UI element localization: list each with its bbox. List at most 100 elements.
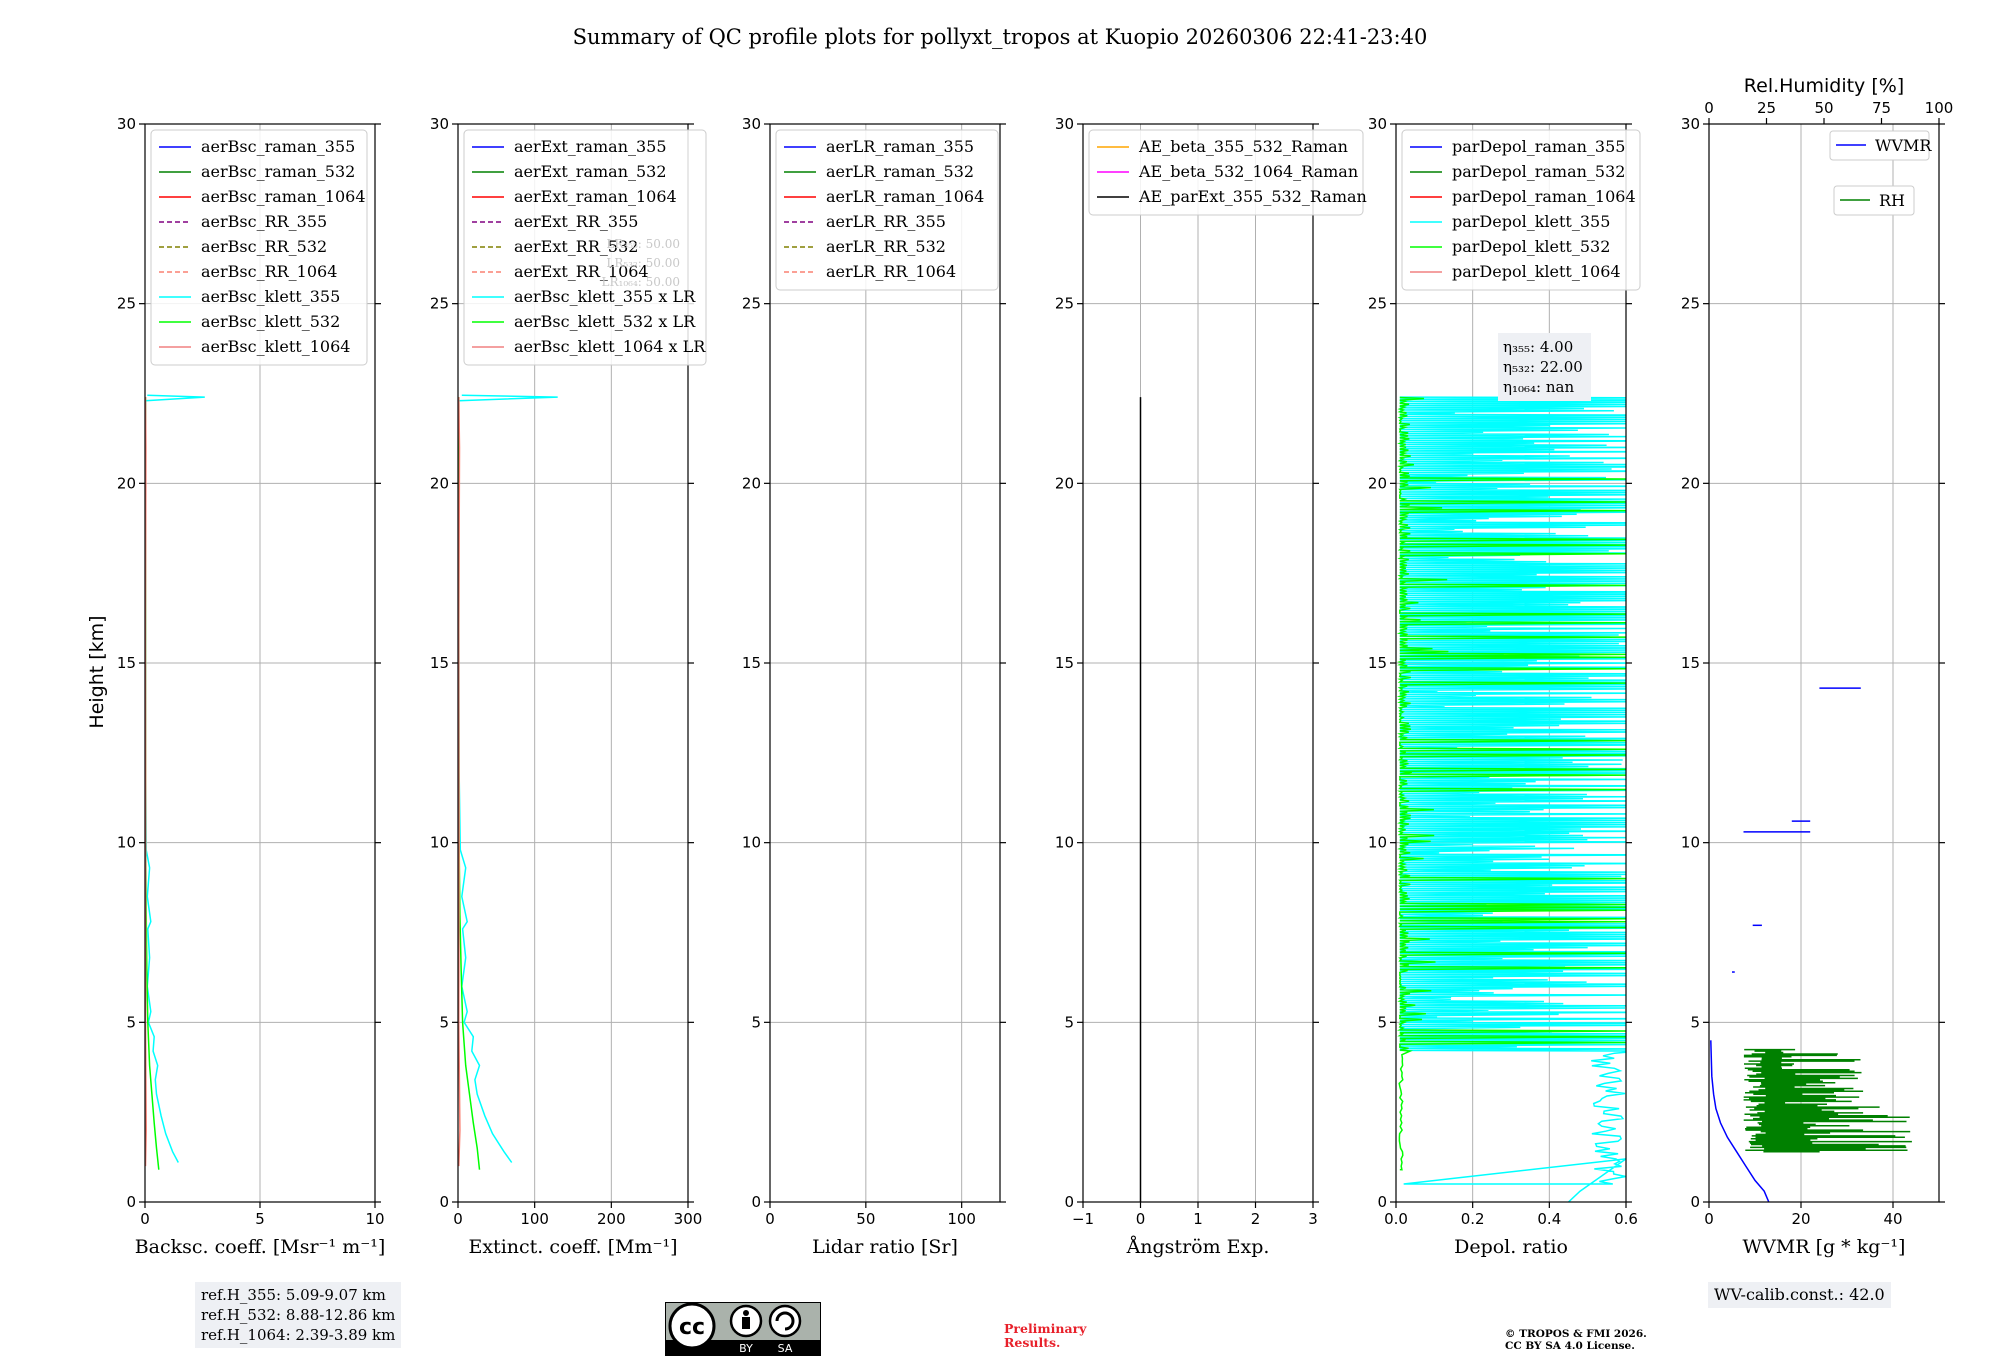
data-bsc [145, 394, 205, 1170]
y-tick-label: 15 [1681, 654, 1700, 672]
cc-by-label: BY [739, 1342, 753, 1355]
y-tick-label: 10 [1681, 834, 1700, 852]
legend-item: aerLR_raman_532 [826, 162, 974, 181]
legend-item: aerExt_raman_1064 [514, 187, 677, 206]
series-aerBsc_klett_1064 x LR [458, 397, 461, 1167]
y-tick-label: 25 [1681, 295, 1700, 313]
series-aerBsc_klett_355 x LR [458, 394, 558, 1163]
legend-wv: WVMR RH [1829, 130, 1932, 216]
x-axis-label: Depol. ratio [1454, 1236, 1568, 1258]
wv-calib-text: WV-calib.const.: 42.0 [1714, 1285, 1885, 1304]
x-tick-label: 3 [1308, 1210, 1318, 1228]
data-wv [1710, 687, 1912, 1202]
y-tick-label: 15 [117, 654, 136, 672]
legend-item: AE_beta_355_532_Raman [1138, 137, 1348, 156]
series-aerBsc_klett_1064 [145, 397, 147, 1167]
legend-item: parDepol_raman_355 [1452, 137, 1625, 156]
series-WVMR [1710, 1040, 1770, 1202]
legend-frame [1829, 130, 1930, 161]
y-tick-label: 20 [742, 474, 761, 492]
legend-item: WVMR [1875, 136, 1932, 155]
data-depol [1396, 396, 1626, 1202]
y-tick-label: 5 [751, 1013, 761, 1031]
ref-h-532: ref.H_532: 8.88-12.86 km [201, 1306, 396, 1324]
legend-item: aerLR_RR_355 [826, 212, 946, 231]
x-tick-label: 0 [453, 1210, 463, 1228]
y-tick-label: 30 [742, 115, 761, 133]
legend-item: aerExt_RR_1064 [514, 262, 649, 281]
eta-annotation: η₃₅₅: 4.00 η₅₃₂: 22.00 η₁₀₆₄: nan [1498, 333, 1591, 401]
y-tick-label: 15 [1055, 654, 1074, 672]
y-axis-label: Height [km] [86, 615, 108, 728]
legend-item: parDepol_klett_532 [1452, 237, 1610, 256]
x-tick-label: −1 [1072, 1210, 1094, 1228]
x-tick-label: 0.0 [1384, 1210, 1408, 1228]
legend-item: aerBsc_raman_1064 [201, 187, 366, 206]
y-tick-label: 5 [1377, 1013, 1387, 1031]
legend-lr: aerLR_raman_355 aerLR_raman_532 aerLR_rama… [775, 129, 999, 291]
wv-calib-box: WV-calib.const.: 42.0 [1708, 1282, 1891, 1308]
series-aerBsc_klett_532 x LR [458, 397, 481, 1170]
y-tick-label: 5 [1064, 1013, 1074, 1031]
y-tick-label: 15 [430, 654, 449, 672]
legend-item: aerExt_raman_532 [514, 162, 667, 181]
legend-item: aerExt_RR_355 [514, 212, 638, 231]
legend-item: parDepol_klett_1064 [1452, 262, 1621, 281]
eta-line: η₃₅₅: 4.00 [1503, 338, 1573, 356]
legend-item: aerLR_raman_355 [826, 137, 974, 156]
ref-h-355: ref.H_355: 5.09-9.07 km [201, 1286, 386, 1304]
y-tick-label: 0 [439, 1193, 449, 1211]
x-tick-label: 0.6 [1614, 1210, 1638, 1228]
x-tick-label: 5 [255, 1210, 265, 1228]
series-parDepol_klett_532 [1396, 396, 1626, 1171]
top-axis-label: Rel.Humidity [%] [1744, 75, 1904, 97]
legend-item: aerBsc_klett_532 [201, 312, 340, 331]
copyright-note: © TROPOS & FMI 2026. CC BY SA 4.0 Licens… [1505, 1328, 1647, 1352]
legend-item: aerExt_RR_532 [514, 237, 638, 256]
y-tick-label: 20 [430, 474, 449, 492]
x-axis-label: Extinct. coeff. [Mm⁻¹] [468, 1236, 677, 1258]
y-tick-label: 0 [1064, 1193, 1074, 1211]
y-tick-label: 20 [117, 474, 136, 492]
x-tick-label: 100 [520, 1210, 549, 1228]
legend-item: parDepol_raman_1064 [1452, 187, 1636, 206]
x-tick-label: 20 [1791, 1210, 1810, 1228]
data-ext [458, 394, 558, 1170]
x-axis-label: Lidar ratio [Sr] [812, 1236, 958, 1258]
cc-license-badge: cc BY SA [665, 1302, 821, 1356]
x-axis-label: Backsc. coeff. [Msr⁻¹ m⁻¹] [135, 1236, 386, 1258]
eta-line: η₅₃₂: 22.00 [1503, 358, 1583, 376]
y-tick-label: 0 [1690, 1193, 1700, 1211]
y-tick-label: 0 [751, 1193, 761, 1211]
panel-depol: 0 5 10 15 20 25 30 0.0 0.2 0.4 0.6 Depol. ratio parD… [1368, 115, 1641, 1258]
x-tick-label: 50 [856, 1210, 875, 1228]
legend-item: aerLR_RR_1064 [826, 262, 956, 281]
top-tick-label: 0 [1704, 99, 1714, 117]
lr-annotation: LR₅₃₂: 50.00 [606, 256, 680, 270]
legend-bsc: aerBsc_raman_355 aerBsc_raman_532 aerBsc_r… [150, 129, 368, 366]
reference-height-box: ref.H_355: 5.09-9.07 km ref.H_532: 8.88-… [195, 1282, 402, 1348]
top-tick-label: 100 [1925, 99, 1954, 117]
top-tick-label: 25 [1757, 99, 1776, 117]
legend-frame [1833, 185, 1915, 216]
ref-h-1064: ref.H_1064: 2.39-3.89 km [201, 1326, 396, 1344]
x-tick-label: 0 [1704, 1210, 1714, 1228]
lr-annotation: LR₁₀₆₄: 50.00 [602, 275, 680, 289]
x-tick-label: 0.2 [1461, 1210, 1485, 1228]
legend-item: aerBsc_RR_532 [201, 237, 327, 256]
x-tick-label: 0 [765, 1210, 775, 1228]
y-tick-label: 25 [430, 295, 449, 313]
legend-item: aerBsc_klett_532 x LR [514, 312, 696, 331]
legend-item: AE_parExt_355_532_Raman [1138, 187, 1367, 206]
x-tick-label: 10 [365, 1210, 384, 1228]
x-tick-label: 200 [597, 1210, 626, 1228]
preliminary-note: Preliminary Results. [1004, 1322, 1086, 1350]
eta-box [1498, 333, 1591, 401]
y-tick-label: 20 [1055, 474, 1074, 492]
x-axis-label: WVMR [g * kg⁻¹] [1743, 1236, 1906, 1258]
top-tick-label: 50 [1814, 99, 1833, 117]
